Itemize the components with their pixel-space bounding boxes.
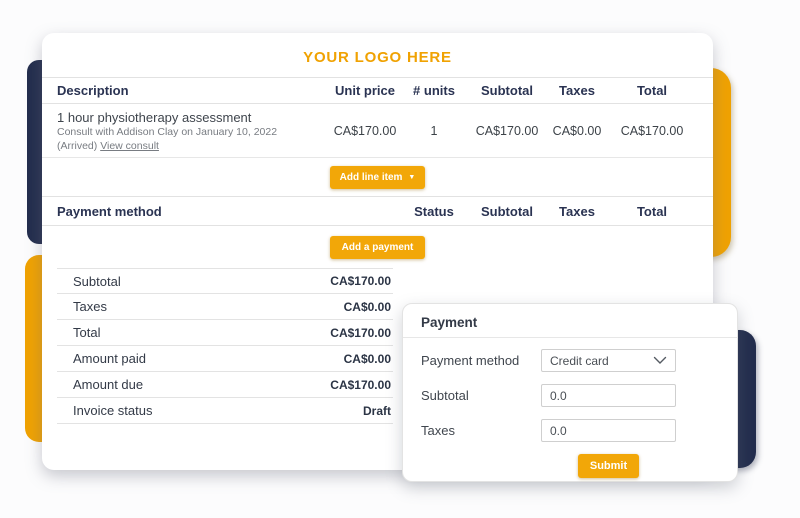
- summary-value: CA$170.00: [330, 377, 391, 392]
- payment-subtotal-row: Subtotal: [421, 384, 676, 407]
- line-item-taxes: CA$0.00: [552, 124, 602, 138]
- column-header-status: Status: [414, 203, 454, 219]
- line-item-status-note: (Arrived): [57, 140, 98, 152]
- logo-placeholder: YOUR LOGO HERE: [303, 49, 452, 66]
- column-header-payment-taxes: Taxes: [559, 203, 595, 219]
- summary-value: CA$0.00: [343, 351, 391, 366]
- chevron-down-icon: ▼: [408, 173, 416, 181]
- column-header-taxes: Taxes: [559, 83, 595, 98]
- summary-label: Taxes: [73, 299, 107, 314]
- payment-subtotal-input[interactable]: [541, 384, 676, 407]
- add-payment-button[interactable]: Add a payment: [329, 235, 426, 259]
- chevron-down-icon: [653, 356, 667, 364]
- invoice-summary: Subtotal CA$170.00 Taxes CA$0.00 Total C…: [57, 268, 393, 424]
- column-header-payment-total: Total: [636, 203, 668, 219]
- summary-row-taxes: Taxes CA$0.00: [57, 294, 393, 320]
- line-item-row: 1 hour physiotherapy assessment Consult …: [42, 104, 713, 158]
- line-item-subtotal: CA$170.00: [475, 124, 539, 138]
- payment-method-select[interactable]: Credit card: [541, 349, 676, 372]
- payment-modal: Payment Payment method Credit card Subto…: [402, 303, 738, 482]
- line-item-title: 1 hour physiotherapy assessment: [57, 110, 252, 125]
- line-items-header-row: Description Unit price # units Subtotal …: [42, 77, 713, 104]
- summary-row-subtotal: Subtotal CA$170.00: [57, 268, 393, 294]
- submit-button[interactable]: Submit: [577, 454, 640, 478]
- line-item-units: 1: [430, 124, 438, 138]
- summary-value: CA$0.00: [343, 299, 391, 314]
- add-line-item-button[interactable]: Add line item ▼: [329, 165, 426, 189]
- summary-label: Amount paid: [73, 351, 146, 366]
- view-consult-link[interactable]: View consult: [100, 140, 159, 152]
- summary-row-invoice-status: Invoice status Draft: [57, 398, 393, 424]
- payment-modal-title: Payment: [421, 315, 478, 330]
- payment-taxes-row: Taxes: [421, 419, 676, 442]
- payment-method-row: Payment method Credit card: [421, 349, 676, 372]
- summary-row-amount-paid: Amount paid CA$0.00: [57, 346, 393, 372]
- line-item-description: 1 hour physiotherapy assessment Consult …: [57, 110, 332, 153]
- summary-value: CA$170.00: [330, 325, 391, 340]
- payments-header-row: Payment method Status Subtotal Taxes Tot…: [42, 196, 713, 226]
- summary-label: Amount due: [73, 377, 144, 392]
- payment-method-selected-value: Credit card: [550, 353, 609, 368]
- summary-row-amount-due: Amount due CA$170.00: [57, 372, 393, 398]
- line-item-unit-price: CA$170.00: [333, 124, 397, 138]
- payment-taxes-label: Taxes: [421, 423, 455, 438]
- summary-row-total: Total CA$170.00: [57, 320, 393, 346]
- column-header-subtotal: Subtotal: [481, 83, 533, 98]
- column-header-unit-price: Unit price: [335, 83, 395, 98]
- summary-label: Invoice status: [73, 403, 153, 418]
- summary-label: Subtotal: [73, 273, 121, 289]
- payment-taxes-input[interactable]: [541, 419, 676, 442]
- line-item-subtitle: Consult with Addison Clay on January 10,…: [57, 126, 278, 138]
- line-item-total: CA$170.00: [620, 124, 684, 138]
- column-header-total: Total: [636, 83, 668, 98]
- column-header-description: Description: [57, 83, 129, 98]
- payment-subtotal-label: Subtotal: [421, 388, 469, 403]
- column-header-payment-subtotal: Subtotal: [481, 203, 533, 219]
- column-header-units: # units: [413, 83, 455, 98]
- summary-value: CA$170.00: [330, 274, 391, 288]
- summary-label: Total: [73, 325, 101, 340]
- invoice-status-badge: Draft: [362, 403, 391, 418]
- column-header-payment-method: Payment method: [57, 203, 162, 219]
- payment-method-label: Payment method: [421, 353, 520, 368]
